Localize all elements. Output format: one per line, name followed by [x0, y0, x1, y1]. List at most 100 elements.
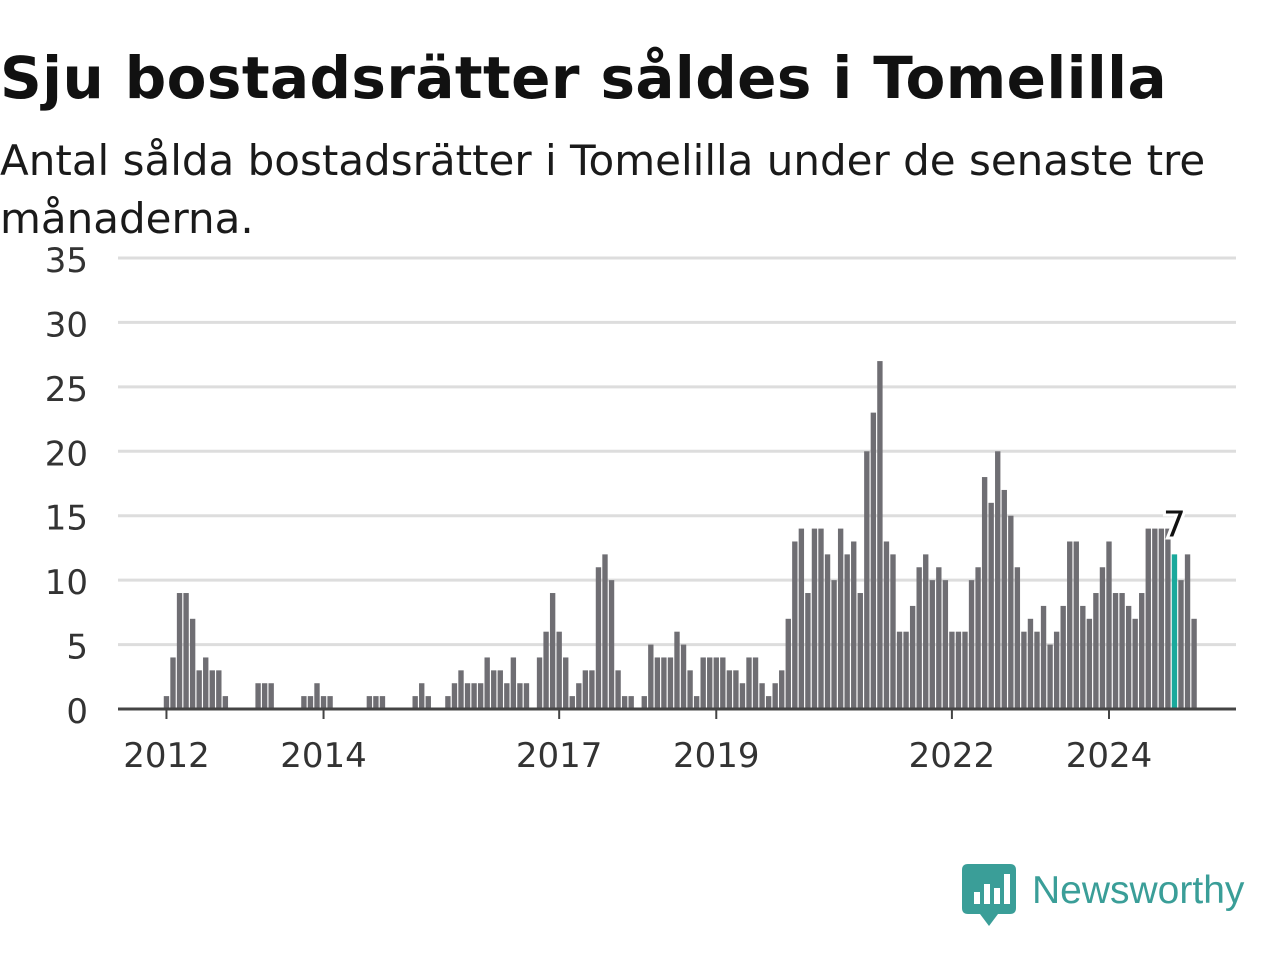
x-tick-label: 2014	[280, 736, 367, 776]
y-tick-label: 35	[45, 241, 88, 281]
bar	[1067, 541, 1073, 709]
bar	[1184, 554, 1191, 709]
bar	[1139, 593, 1145, 709]
bar	[222, 696, 229, 709]
bar	[608, 580, 615, 709]
bar	[1125, 605, 1132, 709]
x-axis: 2012 2014 2017 2019 2022 2024	[123, 709, 1152, 776]
y-tick-label: 5	[66, 628, 88, 668]
highlight-annotation: 7	[1160, 501, 1189, 548]
bar	[654, 657, 661, 709]
bar	[576, 683, 582, 709]
bar	[824, 554, 831, 709]
bar	[314, 683, 320, 709]
bar	[582, 670, 589, 709]
bar	[589, 670, 595, 709]
bar	[733, 670, 739, 709]
bar	[1034, 631, 1040, 709]
bar	[379, 696, 386, 709]
x-tick-label: 2024	[1066, 736, 1153, 776]
bar	[693, 696, 700, 709]
bar	[320, 696, 327, 709]
bar	[890, 554, 896, 709]
y-tick-label: 15	[45, 499, 88, 539]
bar	[1001, 489, 1007, 709]
bar	[209, 670, 215, 709]
x-tick-label: 2012	[123, 736, 210, 776]
bar	[419, 683, 425, 709]
bar	[543, 631, 549, 709]
bar	[307, 696, 314, 709]
bar	[477, 683, 484, 709]
bar	[1086, 618, 1093, 709]
bar	[700, 657, 706, 709]
bar	[739, 683, 746, 709]
chart-title: Sju bostadsrätter såldes i Tomelilla	[0, 44, 1167, 112]
bar	[1080, 605, 1086, 709]
bar	[648, 644, 654, 709]
bar	[883, 541, 890, 709]
bar	[851, 541, 857, 709]
bar	[1099, 567, 1106, 709]
bar	[1119, 593, 1125, 709]
bar	[1053, 631, 1060, 709]
bar	[595, 567, 602, 709]
bar	[903, 631, 909, 709]
bar	[995, 451, 1001, 709]
bar	[772, 683, 778, 709]
bar	[196, 670, 202, 709]
bar	[1132, 618, 1138, 709]
bar	[268, 683, 274, 709]
bar	[1158, 528, 1165, 709]
y-tick-label: 25	[45, 370, 88, 410]
gridlines	[118, 256, 1236, 647]
bar	[909, 605, 916, 709]
bar	[831, 580, 837, 709]
bar	[1021, 631, 1027, 709]
bar	[451, 683, 458, 709]
bar	[720, 657, 726, 709]
bar	[811, 528, 818, 709]
bar	[779, 670, 785, 709]
y-tick-label: 20	[45, 434, 88, 474]
bar	[798, 528, 805, 709]
bar	[805, 593, 811, 709]
bar	[563, 657, 569, 709]
bar	[510, 657, 517, 709]
bar	[641, 696, 647, 709]
bar	[602, 554, 608, 709]
bar	[1014, 567, 1021, 709]
bar	[1073, 541, 1079, 709]
y-tick-label: 30	[45, 305, 88, 345]
bar	[988, 502, 994, 709]
bar	[556, 631, 562, 709]
bar	[491, 670, 497, 709]
y-tick-label: 0	[66, 692, 88, 732]
bar	[923, 554, 929, 709]
bar	[504, 683, 510, 709]
bar	[549, 593, 556, 709]
bar	[471, 683, 477, 709]
bar	[1112, 593, 1119, 709]
highlight-value-label: 7	[1163, 504, 1186, 545]
bar	[936, 567, 942, 709]
bar	[412, 696, 418, 709]
bar	[484, 657, 490, 709]
bar	[765, 696, 772, 709]
bar	[373, 696, 379, 709]
bar	[949, 631, 955, 709]
bar	[877, 361, 883, 709]
bar	[680, 644, 687, 709]
bar	[366, 696, 373, 709]
bar	[752, 657, 759, 709]
bars	[163, 361, 1197, 709]
bar	[818, 528, 824, 709]
x-tick-label: 2019	[673, 736, 760, 776]
bar	[870, 412, 877, 709]
bar	[713, 657, 719, 709]
bar	[726, 670, 733, 709]
brand-name: Newsworthy	[1032, 869, 1245, 912]
bar	[425, 696, 431, 709]
bar	[857, 593, 863, 709]
bar	[1060, 605, 1066, 709]
